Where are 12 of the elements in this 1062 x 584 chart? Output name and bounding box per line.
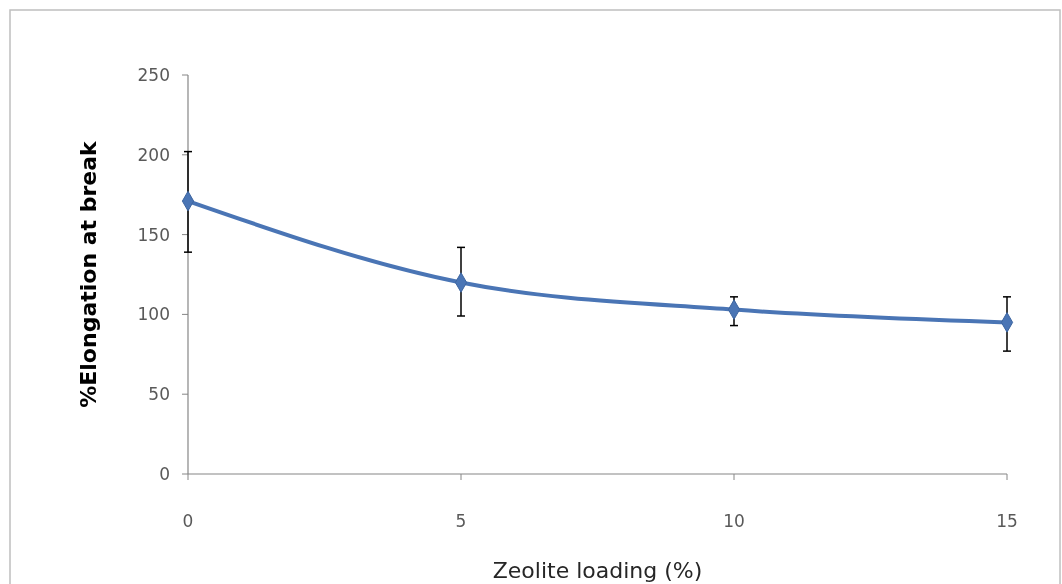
y-tick-label: 200: [137, 144, 170, 165]
y-tick-label: 250: [137, 64, 170, 85]
y-tick-label: 150: [137, 224, 170, 245]
y-axis-title: %Elongation at break: [76, 139, 101, 408]
y-tick-label: 0: [159, 463, 170, 484]
x-tick-label: 10: [723, 511, 745, 531]
x-tick-label: 5: [455, 511, 467, 531]
y-tick-label: 50: [148, 384, 170, 405]
x-axis-title: Zeolite loading (%): [492, 558, 703, 583]
x-tick-label: 15: [996, 511, 1018, 531]
x-tick-label: 0: [182, 511, 194, 531]
y-tick-label: 100: [137, 304, 170, 325]
